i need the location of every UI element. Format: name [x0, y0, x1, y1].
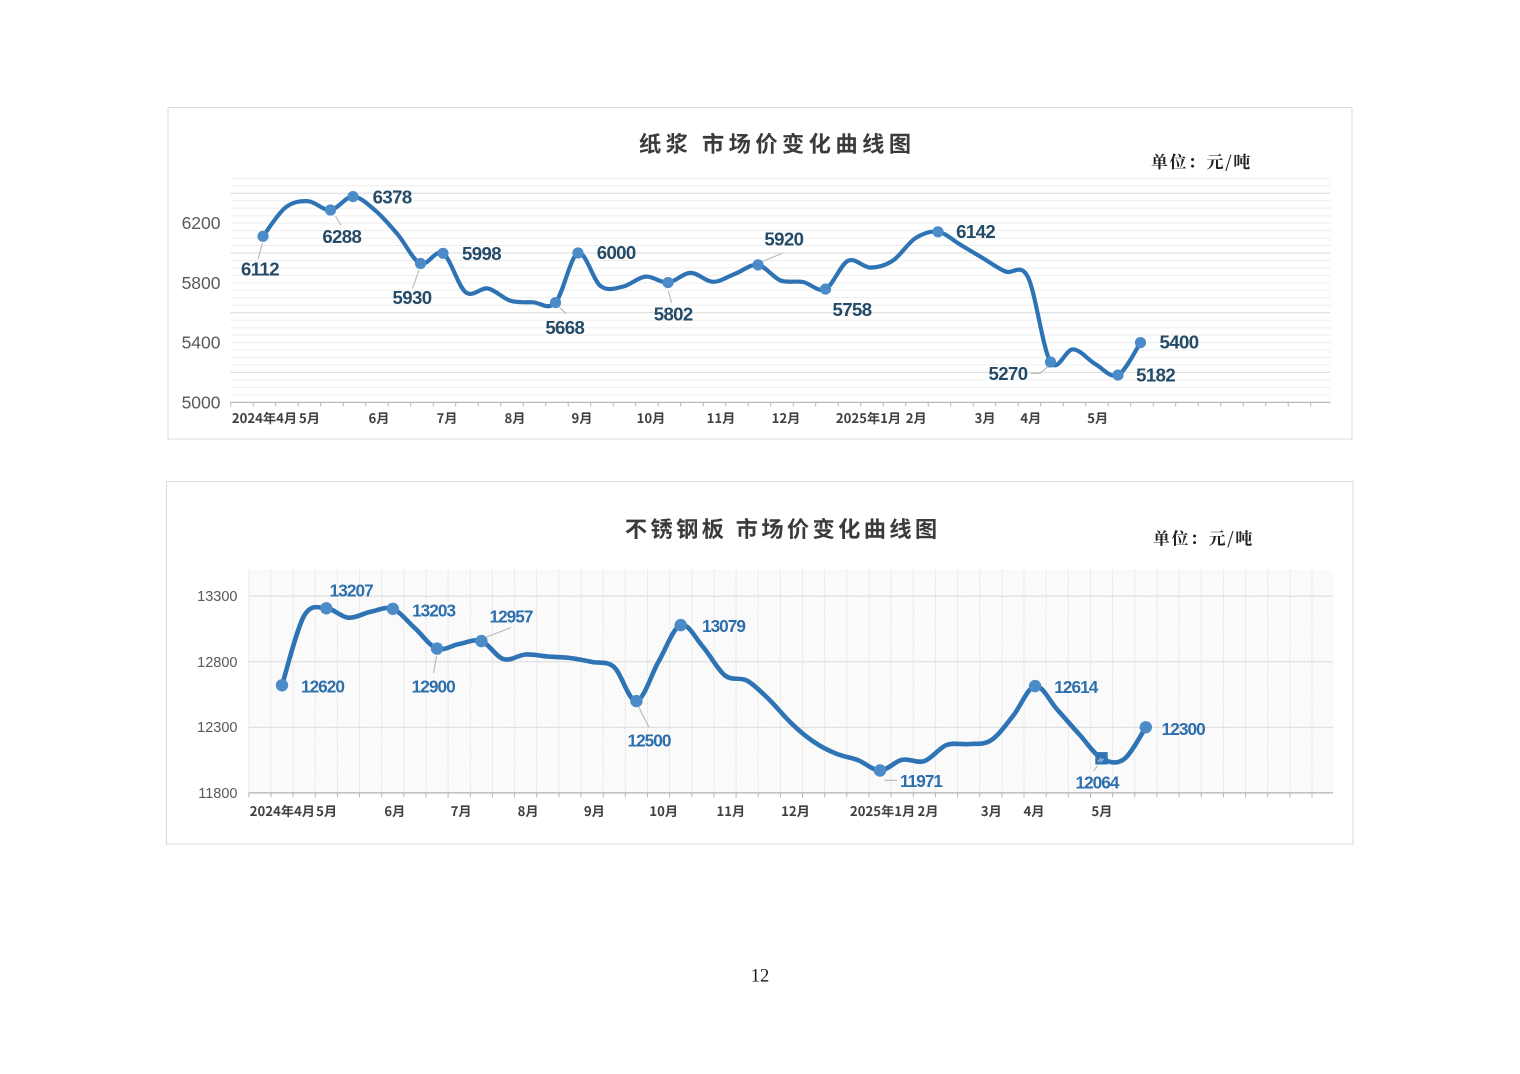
svg-text:5270: 5270 [989, 363, 1028, 384]
svg-text:5182: 5182 [1136, 365, 1175, 386]
svg-text:12800: 12800 [197, 655, 237, 671]
svg-text:5800: 5800 [182, 273, 221, 293]
svg-text:5920: 5920 [764, 229, 803, 250]
svg-text:12: 12 [751, 967, 770, 987]
svg-text:6378: 6378 [373, 186, 412, 207]
svg-text:13079: 13079 [702, 616, 745, 636]
svg-text:12064: 12064 [1075, 772, 1119, 792]
svg-text:11971: 11971 [900, 771, 943, 791]
svg-text:5802: 5802 [654, 303, 693, 324]
svg-text:5000: 5000 [182, 392, 221, 412]
svg-text:12900: 12900 [412, 676, 455, 696]
svg-text:5758: 5758 [833, 299, 872, 320]
svg-text:13300: 13300 [197, 589, 237, 605]
svg-text:12500: 12500 [627, 731, 670, 751]
svg-text:11800: 11800 [198, 786, 237, 802]
svg-text:5998: 5998 [462, 243, 501, 264]
svg-text:12620: 12620 [301, 676, 344, 696]
svg-text:5930: 5930 [393, 287, 432, 308]
svg-text:13207: 13207 [330, 581, 373, 601]
svg-text:12300: 12300 [197, 720, 237, 736]
svg-text:6142: 6142 [956, 221, 995, 242]
svg-text:13203: 13203 [412, 600, 455, 620]
svg-text:5400: 5400 [1160, 332, 1199, 353]
svg-text:5668: 5668 [545, 317, 584, 338]
svg-text:12614: 12614 [1054, 677, 1098, 697]
svg-text:12300: 12300 [1162, 719, 1205, 739]
svg-text:6200: 6200 [182, 213, 221, 233]
svg-text:6288: 6288 [322, 226, 361, 247]
svg-text:6112: 6112 [241, 258, 279, 279]
svg-text:6000: 6000 [597, 242, 636, 263]
svg-text:12957: 12957 [489, 607, 532, 627]
svg-text:5400: 5400 [182, 333, 221, 353]
